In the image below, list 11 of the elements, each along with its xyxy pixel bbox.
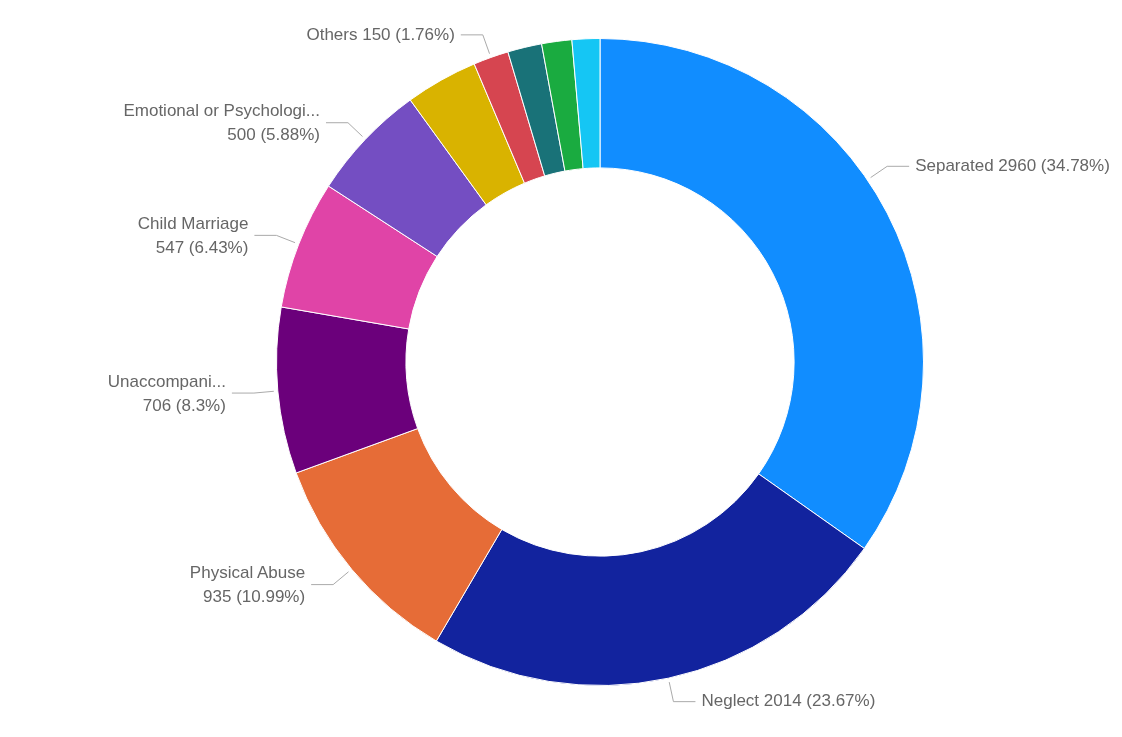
data-label: 500 (5.88%) — [227, 125, 320, 145]
slice-label: Others 150 (1.76%) — [306, 24, 455, 44]
slice-label: Child Marriage — [137, 214, 249, 234]
data-label: 706 (8.3%) — [142, 395, 226, 415]
data-label: 935 (10.99%) — [203, 587, 306, 607]
slice-label: Neglect 2014 (23.67%) — [701, 691, 876, 711]
data-label: 547 (6.43%) — [155, 238, 249, 258]
slice-label: Emotional or Psychologi... — [123, 101, 320, 121]
slice-label: Unaccompani... — [107, 371, 226, 391]
slice-label: Physical Abuse — [189, 563, 306, 583]
slice-label: Separated 2960 (34.78%) — [915, 155, 1110, 175]
